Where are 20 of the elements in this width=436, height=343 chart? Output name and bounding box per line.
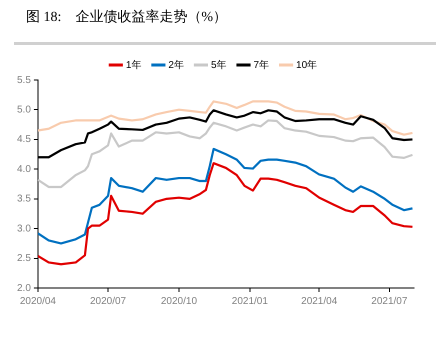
- y-tick-label: 4.5: [16, 134, 32, 146]
- y-tick-label: 5.0: [16, 104, 32, 116]
- x-tick-label: 2020/10: [160, 296, 198, 307]
- x-tick-label: 2020/07: [90, 296, 127, 307]
- y-tick-label: 5.5: [16, 74, 32, 86]
- y-tick-label: 4.0: [16, 164, 32, 175]
- x-tick-label: 2020/04: [20, 296, 56, 307]
- legend-label: 5年: [210, 58, 226, 71]
- legend-label: 2年: [168, 58, 184, 71]
- y-tick-label: 2.5: [16, 253, 32, 264]
- x-tick-label: 2021/04: [301, 296, 338, 307]
- y-tick-label: 3.5: [16, 194, 32, 205]
- legend-label: 7年: [254, 58, 270, 71]
- y-tick-label: 2.0: [16, 282, 32, 294]
- legend-label: 10年: [296, 58, 318, 71]
- x-tick-label: 2021/01: [232, 296, 268, 307]
- y-tick-label: 3.0: [16, 223, 32, 234]
- chart-title: 图 18: 企业债收益率走势（%）: [26, 8, 228, 26]
- x-tick-label: 2021/07: [371, 296, 408, 307]
- legend-label: 1年: [126, 58, 142, 71]
